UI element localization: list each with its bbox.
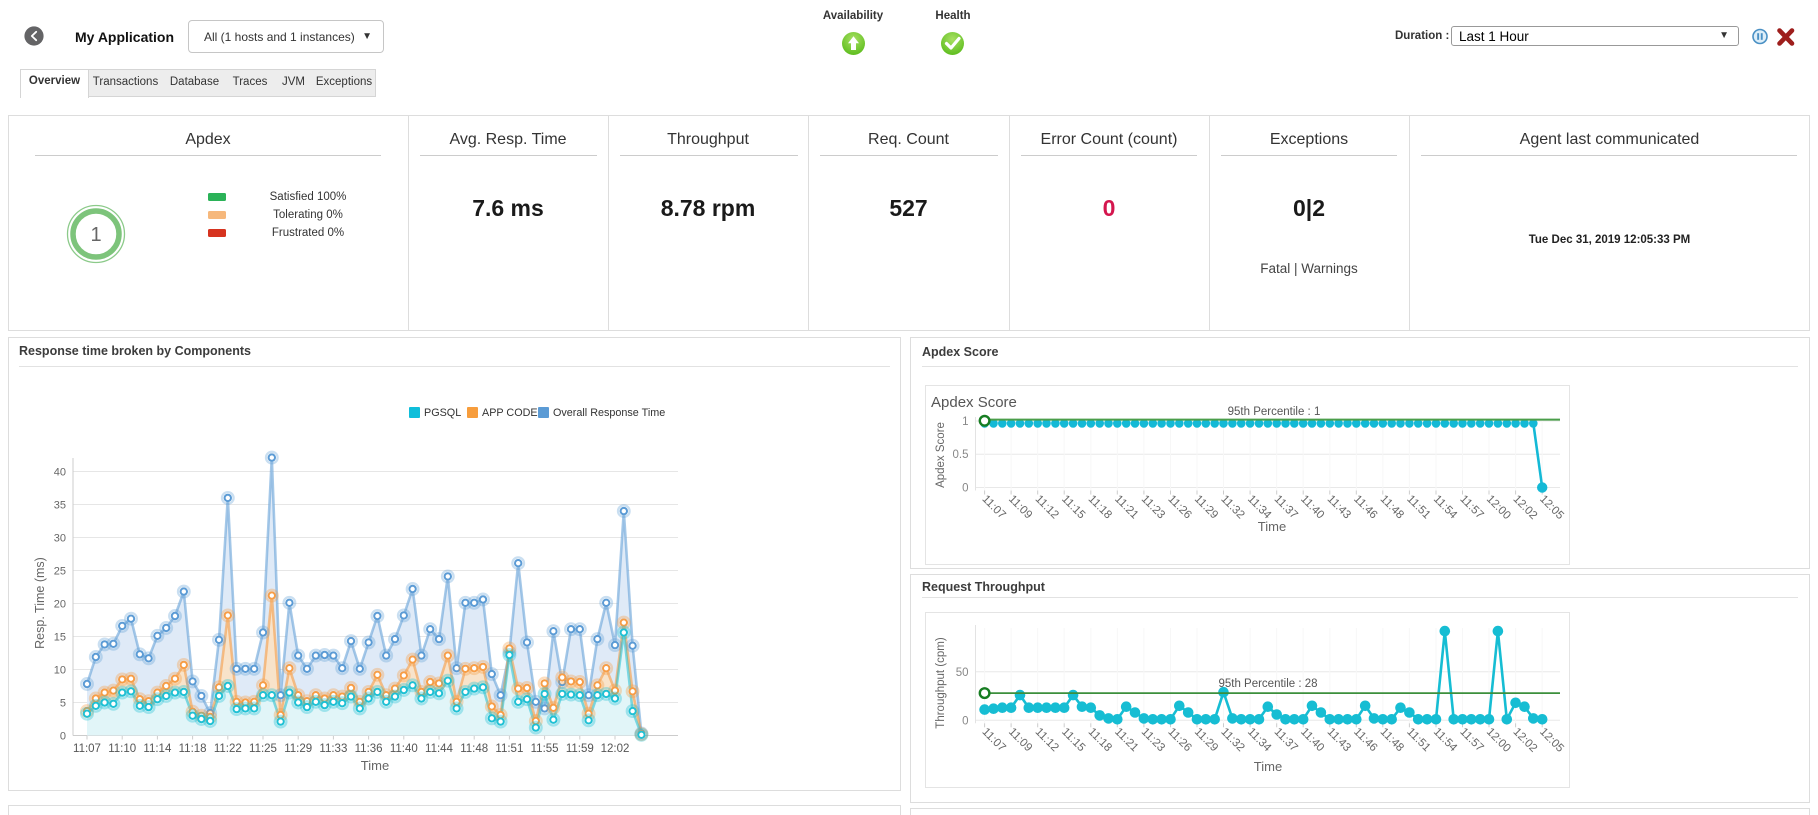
svg-text:Resp. Time (ms): Resp. Time (ms)	[33, 557, 47, 649]
svg-text:11:12: 11:12	[1033, 493, 1061, 521]
svg-text:11:54: 11:54	[1431, 726, 1460, 755]
svg-text:11:21: 11:21	[1112, 493, 1140, 521]
svg-text:11:25: 11:25	[249, 743, 277, 755]
svg-text:11:12: 11:12	[1033, 726, 1061, 754]
svg-text:11:21: 11:21	[1112, 726, 1140, 754]
svg-text:11:51: 11:51	[1404, 493, 1432, 521]
svg-text:11:07: 11:07	[979, 493, 1007, 521]
svg-text:11:07: 11:07	[73, 743, 101, 755]
svg-text:25: 25	[54, 566, 66, 578]
svg-text:APP CODE: APP CODE	[482, 407, 538, 419]
svg-text:11:18: 11:18	[1086, 726, 1114, 754]
svg-text:11:37: 11:37	[1272, 493, 1300, 521]
svg-text:11:15: 11:15	[1059, 493, 1087, 521]
svg-text:35: 35	[54, 500, 66, 512]
svg-text:11:18: 11:18	[179, 743, 207, 755]
svg-text:12:05: 12:05	[1537, 493, 1566, 522]
svg-text:95th Percentile : 28: 95th Percentile : 28	[1218, 678, 1317, 690]
svg-text:11:07: 11:07	[979, 726, 1007, 754]
svg-text:11:51: 11:51	[495, 743, 523, 755]
svg-text:11:32: 11:32	[1218, 726, 1246, 754]
svg-text:11:23: 11:23	[1139, 493, 1167, 521]
svg-text:11:46: 11:46	[1351, 726, 1379, 754]
svg-text:30: 30	[54, 533, 66, 545]
svg-text:20: 20	[54, 599, 66, 611]
svg-text:11:40: 11:40	[390, 743, 418, 755]
svg-text:11:14: 11:14	[143, 743, 172, 755]
svg-text:12:02: 12:02	[601, 743, 630, 755]
svg-text:Overall Response Time: Overall Response Time	[553, 407, 665, 419]
svg-text:PGSQL: PGSQL	[424, 407, 461, 419]
svg-text:11:34: 11:34	[1245, 493, 1274, 522]
svg-text:11:43: 11:43	[1325, 493, 1353, 521]
svg-text:11:43: 11:43	[1325, 726, 1353, 754]
svg-text:15: 15	[54, 632, 66, 644]
svg-text:11:29: 11:29	[1192, 726, 1220, 754]
svg-text:Throughput (cpm): Throughput (cpm)	[935, 637, 947, 729]
svg-text:11:18: 11:18	[1086, 493, 1114, 521]
svg-text:Time: Time	[1254, 759, 1282, 774]
svg-text:11:23: 11:23	[1139, 726, 1167, 754]
svg-text:5: 5	[60, 698, 66, 710]
svg-text:11:26: 11:26	[1165, 493, 1193, 521]
svg-text:11:34: 11:34	[1245, 726, 1274, 755]
svg-text:0: 0	[60, 731, 66, 743]
svg-text:11:09: 11:09	[1006, 726, 1034, 754]
svg-text:10: 10	[54, 665, 66, 677]
svg-text:1: 1	[90, 224, 101, 246]
svg-text:11:36: 11:36	[355, 743, 383, 755]
svg-text:11:55: 11:55	[531, 743, 559, 755]
svg-text:11:46: 11:46	[1351, 493, 1379, 521]
svg-text:11:40: 11:40	[1298, 493, 1326, 521]
svg-text:95th Percentile : 1: 95th Percentile : 1	[1228, 406, 1321, 418]
svg-text:11:37: 11:37	[1272, 726, 1300, 754]
svg-text:12:02: 12:02	[1510, 726, 1539, 755]
svg-text:1: 1	[962, 416, 968, 428]
svg-text:Apdex Score: Apdex Score	[935, 422, 947, 488]
svg-text:11:57: 11:57	[1457, 493, 1485, 521]
svg-text:11:51: 11:51	[1404, 726, 1432, 754]
svg-text:11:29: 11:29	[284, 743, 312, 755]
svg-text:0: 0	[962, 715, 968, 727]
svg-text:11:10: 11:10	[108, 743, 136, 755]
svg-text:11:48: 11:48	[1378, 493, 1406, 521]
svg-text:11:48: 11:48	[460, 743, 488, 755]
svg-text:12:02: 12:02	[1510, 493, 1539, 522]
svg-text:11:26: 11:26	[1165, 726, 1193, 754]
svg-text:50: 50	[956, 667, 969, 679]
svg-text:Time: Time	[361, 758, 389, 773]
svg-text:12:05: 12:05	[1537, 726, 1566, 755]
svg-text:11:48: 11:48	[1378, 726, 1406, 754]
svg-text:11:40: 11:40	[1298, 726, 1326, 754]
svg-text:11:57: 11:57	[1457, 726, 1485, 754]
svg-text:11:54: 11:54	[1431, 493, 1460, 522]
svg-text:11:29: 11:29	[1192, 493, 1220, 521]
svg-text:11:33: 11:33	[319, 743, 347, 755]
svg-text:12:00: 12:00	[1484, 726, 1513, 755]
svg-text:40: 40	[54, 467, 66, 479]
svg-text:11:09: 11:09	[1006, 493, 1034, 521]
svg-text:0.5: 0.5	[953, 449, 969, 461]
svg-text:11:32: 11:32	[1218, 493, 1246, 521]
svg-text:Time: Time	[1258, 519, 1286, 534]
svg-text:12:00: 12:00	[1484, 493, 1513, 522]
svg-text:11:15: 11:15	[1059, 726, 1087, 754]
svg-text:11:59: 11:59	[566, 743, 594, 755]
svg-text:0: 0	[962, 483, 968, 495]
svg-text:11:22: 11:22	[214, 743, 242, 755]
svg-text:11:44: 11:44	[425, 743, 454, 755]
